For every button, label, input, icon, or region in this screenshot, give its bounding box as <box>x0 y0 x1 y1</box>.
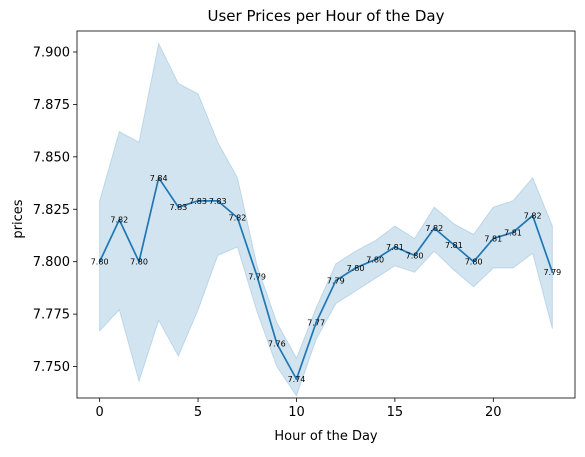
y-tick-label: 7.850 <box>33 150 70 165</box>
data-labels-layer: 7.807.827.807.847.837.83 7.837.827.797.76… <box>91 174 562 384</box>
data-label: 7.80 <box>347 264 365 273</box>
data-label: 7.79 <box>248 272 266 281</box>
x-tick-label: 20 <box>485 405 502 420</box>
data-label: 7.74 <box>288 375 306 384</box>
data-point <box>256 275 259 278</box>
data-point <box>354 266 357 269</box>
data-label: 7.77 <box>307 319 325 328</box>
data-label: 7.81 <box>386 243 404 252</box>
data-point <box>511 231 514 234</box>
y-tick-label: 7.800 <box>33 255 70 270</box>
chart-title: User Prices per Hour of the Day <box>208 7 445 25</box>
data-label: 7.82 <box>425 224 443 233</box>
data-point <box>413 254 416 257</box>
x-tick-label: 15 <box>387 405 404 420</box>
data-point <box>177 206 180 209</box>
data-point <box>374 258 377 261</box>
data-point <box>315 321 318 324</box>
y-axis-label: prices <box>11 199 26 238</box>
data-label: 7.82 <box>524 212 542 221</box>
data-point <box>216 199 219 202</box>
axes-frame <box>76 30 576 399</box>
data-point <box>334 279 337 282</box>
data-point <box>98 260 101 263</box>
series-line-layer <box>98 176 554 381</box>
data-label: 7.82 <box>229 214 247 223</box>
data-label: 7.81 <box>445 241 463 250</box>
data-point <box>236 216 239 219</box>
data-label: 7.79 <box>327 277 345 286</box>
data-label: 7.80 <box>406 251 424 260</box>
data-point <box>197 199 200 202</box>
y-tick-label: 7.875 <box>33 98 70 113</box>
data-point <box>393 246 396 249</box>
data-point <box>275 342 278 345</box>
data-label: 7.80 <box>91 258 109 267</box>
data-point <box>138 260 141 263</box>
plot-area: 7.807.827.807.847.837.83 7.837.827.797.76… <box>91 42 562 398</box>
data-point <box>118 218 121 221</box>
data-label: 7.81 <box>504 228 522 237</box>
x-axis: 0 5 10 15 20 <box>95 398 502 420</box>
data-label: 7.80 <box>465 258 483 267</box>
data-label: 7.83 <box>169 203 187 212</box>
data-point <box>452 243 455 246</box>
series-line <box>98 176 554 380</box>
x-axis-label: Hour of the Day <box>274 429 378 444</box>
x-tick-label: 0 <box>95 405 103 420</box>
data-point <box>492 237 495 240</box>
x-tick-label: 5 <box>194 405 202 420</box>
data-label: 7.80 <box>130 258 148 267</box>
y-tick-label: 7.750 <box>33 360 70 375</box>
confidence-band-layer <box>99 42 553 398</box>
y-tick-label: 7.775 <box>33 308 70 323</box>
data-point <box>433 227 436 230</box>
data-point <box>295 378 298 381</box>
y-axis: 7.750 7.775 7.800 7.825 7.850 7.875 7.900 <box>33 45 77 375</box>
data-label: 7.82 <box>110 216 128 225</box>
data-label: 7.83 <box>209 197 227 206</box>
data-label: 7.80 <box>366 256 384 265</box>
data-point <box>551 271 554 274</box>
x-tick-label: 10 <box>288 405 305 420</box>
y-tick-label: 7.900 <box>33 45 70 60</box>
data-point <box>157 176 160 179</box>
data-label: 7.84 <box>150 174 168 183</box>
data-point <box>531 214 534 217</box>
confidence-band <box>99 42 553 398</box>
y-tick-label: 7.825 <box>33 203 70 218</box>
data-point <box>472 260 475 263</box>
data-label: 7.83 <box>189 197 207 206</box>
data-label: 7.76 <box>268 339 286 348</box>
data-label: 7.81 <box>484 235 502 244</box>
data-label: 7.79 <box>543 268 561 277</box>
